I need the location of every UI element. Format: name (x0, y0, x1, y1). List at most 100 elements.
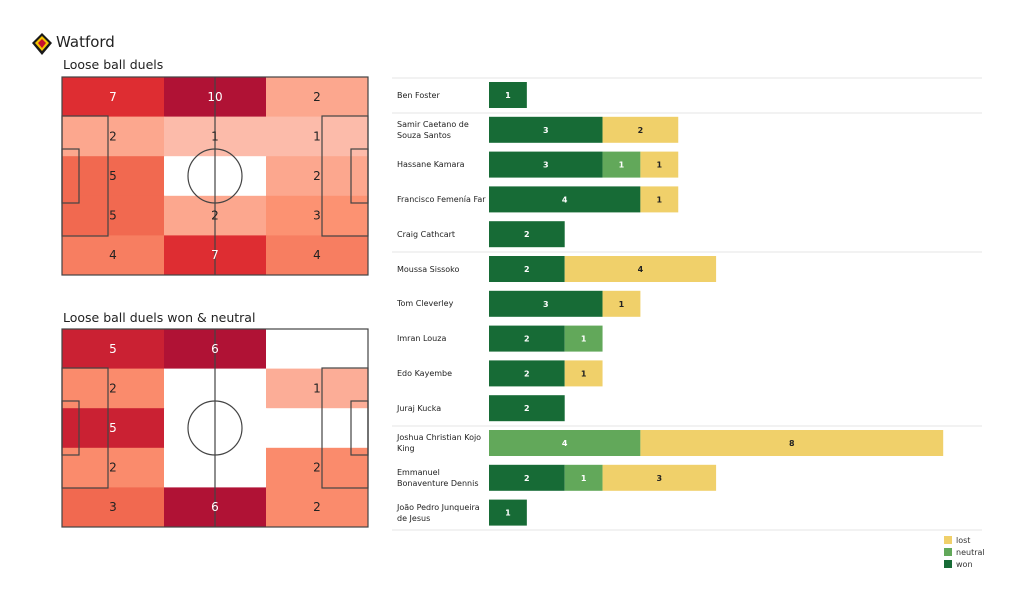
heat-cell (266, 408, 369, 449)
pitch-lines (61, 76, 369, 276)
bar-value-won: 2 (524, 265, 530, 274)
bar-value-neutral: 1 (581, 335, 587, 344)
heat-cell-label: 5 (109, 169, 117, 183)
player-name: Tom Cleverley (397, 299, 454, 309)
player-name: Hassane Kamara (397, 160, 465, 170)
heat-cell-label: 7 (109, 90, 117, 104)
bar-won (489, 256, 565, 282)
bar-lost (602, 116, 679, 143)
bar-won (489, 290, 603, 317)
bar-lost (564, 256, 717, 282)
heat-cell-label: 2 (109, 461, 117, 475)
bar-won (489, 360, 565, 387)
bar-value-won: 2 (524, 369, 530, 378)
heat-cell-label: 7 (211, 248, 219, 262)
bar-won (489, 464, 565, 491)
heat-cell-label: 2 (109, 129, 117, 143)
player-name: Ben Foster (397, 90, 440, 100)
bar-value-lost: 1 (657, 195, 663, 204)
legend-swatch-won (944, 560, 952, 568)
bar-neutral (564, 325, 603, 352)
legend-label: won (956, 560, 973, 569)
legend-lost: lost (944, 536, 970, 545)
bar-neutral (602, 151, 641, 178)
heat-cell-label: 6 (211, 500, 219, 514)
bar-value-won: 4 (562, 195, 568, 204)
heat-cell-label: 2 (313, 461, 321, 475)
legend-won: won (944, 560, 973, 569)
heat-cell-label: 5 (109, 342, 117, 356)
watford-logo-icon (32, 33, 52, 55)
bar-value-lost: 8 (789, 439, 795, 448)
legend-swatch-neutral (944, 548, 952, 556)
heat-cell-label: 1 (211, 129, 219, 143)
bar-value-won: 1 (505, 91, 511, 100)
heat-cell-label: 2 (211, 209, 219, 223)
bar-value-won: 2 (524, 404, 530, 413)
legend-neutral: neutral (944, 548, 985, 557)
bar-won (489, 82, 527, 108)
bar-won (489, 499, 527, 526)
bar-lost (564, 360, 603, 387)
bar-value-lost: 1 (619, 300, 625, 309)
bar-won (489, 151, 603, 178)
bar-won (489, 325, 565, 352)
heatmap-title-all: Loose ball duels (63, 57, 164, 72)
heat-cell-label: 4 (313, 248, 321, 262)
bar-value-won: 2 (524, 230, 530, 239)
legend-label: neutral (956, 548, 985, 557)
heatmap-title-won-neutral: Loose ball duels won & neutral (63, 310, 256, 325)
heat-cell (266, 487, 369, 528)
bar-lost (640, 151, 679, 178)
legend-label: lost (956, 536, 971, 545)
bar-won (489, 116, 603, 143)
bar-value-lost: 1 (581, 369, 587, 378)
bar-value-lost: 1 (657, 161, 663, 170)
legend-swatch-lost (944, 536, 952, 544)
bar-value-neutral: 1 (619, 161, 625, 170)
bar-value-lost: 2 (638, 126, 644, 135)
bar-neutral (564, 464, 603, 491)
bar-lost (640, 430, 944, 456)
heat-cell-label: 4 (109, 248, 117, 262)
heat-cell (266, 235, 369, 276)
player-name: Imran Louza (397, 334, 447, 344)
heat-cell-label: 2 (313, 169, 321, 183)
bar-won (489, 186, 641, 213)
bar-lost (640, 186, 679, 213)
heat-cell (266, 77, 369, 118)
heat-cell-label: 3 (109, 500, 117, 514)
bar-won (489, 395, 565, 422)
heat-cell (266, 329, 369, 370)
player-name: Moussa Sissoko (397, 264, 460, 274)
heat-cell-label: 6 (211, 342, 219, 356)
team-title: Watford (56, 33, 115, 51)
bar-value-won: 1 (505, 509, 511, 518)
heat-cell (62, 235, 165, 276)
heat-cell-label: 5 (109, 209, 117, 223)
heat-cell-label: 3 (313, 209, 321, 223)
player-name: João Pedro Junqueira de Jesus (397, 502, 480, 523)
bar-lost (602, 290, 641, 317)
player-name: Edo Kayembe (397, 368, 453, 378)
player-name: Samir Caetano de Souza Santos (397, 119, 469, 140)
player-name: Juraj Kucka (397, 403, 442, 413)
heat-cell-label: 1 (313, 381, 321, 395)
bar-won (489, 221, 565, 248)
player-name: Francisco Femenía Far (397, 194, 486, 204)
bar-value-won: 3 (543, 126, 549, 135)
heat-cell-label: 10 (207, 90, 222, 104)
bar-neutral (489, 430, 641, 456)
pitch-lines (61, 328, 369, 528)
bar-value-won: 2 (524, 335, 530, 344)
heat-cell (62, 77, 165, 118)
bar-value-neutral: 4 (562, 439, 568, 448)
player-name: Craig Cathcart (397, 229, 456, 239)
heat-cell-label: 1 (313, 129, 321, 143)
heat-cell-label: 2 (109, 381, 117, 395)
bar-value-won: 2 (524, 474, 530, 483)
heat-cell-label: 5 (109, 421, 117, 435)
heat-cell (62, 487, 165, 528)
bar-value-lost: 4 (638, 265, 644, 274)
heat-cell (62, 329, 165, 370)
